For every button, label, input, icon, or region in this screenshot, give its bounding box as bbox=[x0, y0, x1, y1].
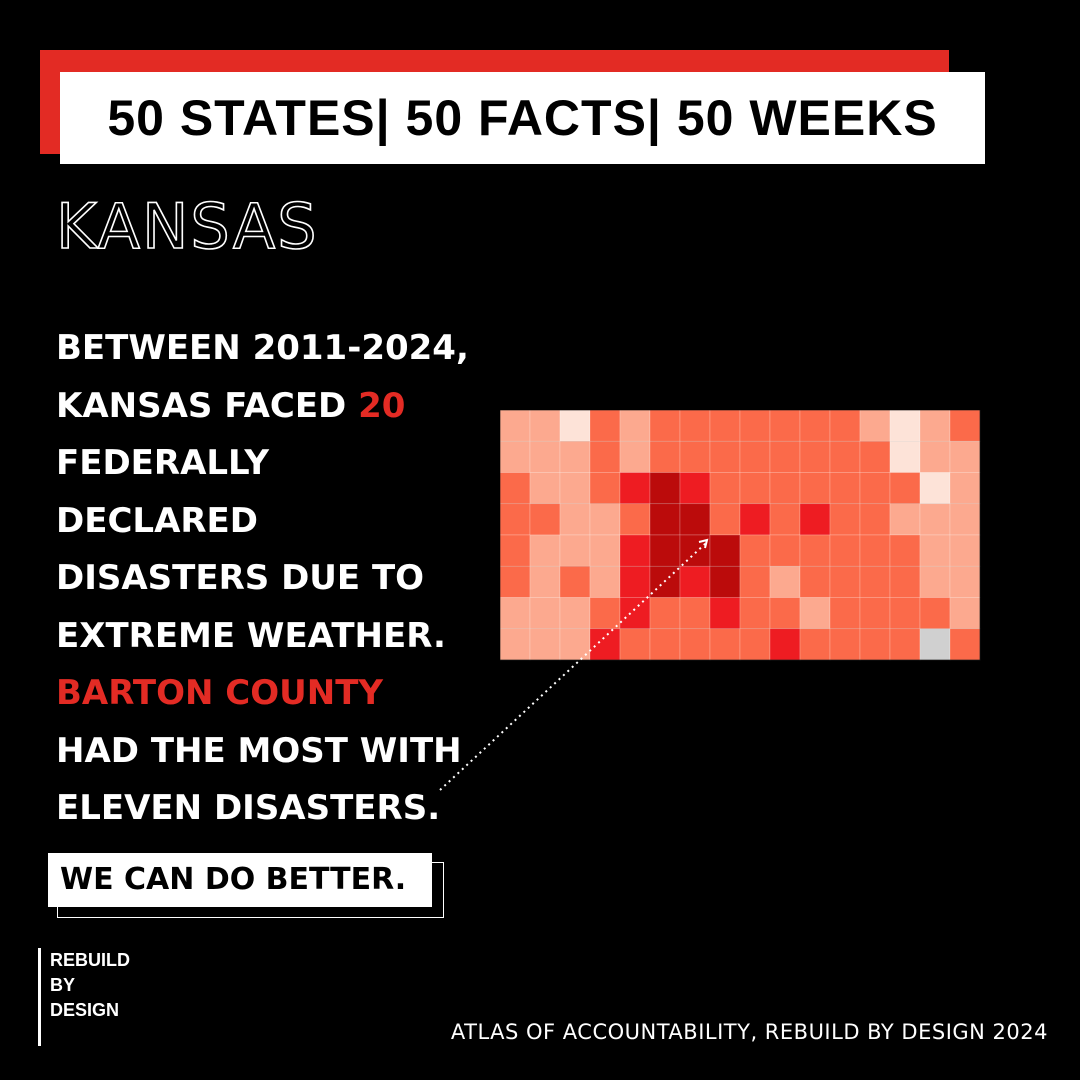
county-highlight: BARTON COUNTY bbox=[56, 673, 384, 713]
county-cell bbox=[859, 597, 891, 630]
fact-line: HAD THE MOST WITH bbox=[56, 730, 462, 771]
county-cell bbox=[649, 597, 681, 630]
county-cell bbox=[709, 410, 741, 442]
fact-line: ELEVEN DISASTERS. bbox=[56, 788, 441, 828]
county-cell bbox=[529, 534, 561, 567]
county-cell bbox=[949, 410, 981, 442]
county-cell bbox=[799, 472, 831, 505]
county-cell bbox=[649, 628, 681, 661]
county-cell bbox=[949, 472, 981, 505]
county-grid bbox=[500, 410, 981, 661]
county-cell bbox=[589, 628, 621, 661]
county-cell bbox=[949, 565, 981, 598]
county-cell bbox=[529, 628, 561, 661]
county-cell bbox=[889, 628, 921, 661]
county-cell bbox=[649, 410, 681, 442]
footer-credit: ATLAS OF ACCOUNTABILITY, REBUILD BY DESI… bbox=[450, 1020, 1048, 1044]
county-cell bbox=[559, 534, 591, 567]
state-name: KANSAS bbox=[55, 190, 319, 263]
header-title: 50 STATES| 50 FACTS| 50 WEEKS bbox=[107, 90, 938, 146]
county-cell bbox=[889, 565, 921, 598]
fact-line-prefix: KANSAS FACED bbox=[56, 385, 359, 426]
county-cell bbox=[769, 503, 801, 536]
county-cell bbox=[769, 410, 801, 442]
county-cell bbox=[589, 597, 621, 630]
county-cell bbox=[559, 565, 591, 598]
county-cell bbox=[739, 410, 771, 442]
county-cell bbox=[679, 410, 711, 442]
county-cell bbox=[739, 565, 771, 598]
disaster-count: 20 bbox=[358, 385, 406, 426]
county-cell bbox=[619, 503, 651, 536]
county-cell bbox=[500, 534, 531, 567]
county-cell bbox=[589, 534, 621, 567]
county-cell bbox=[799, 440, 831, 473]
county-cell bbox=[949, 597, 981, 630]
kansas-county-map bbox=[500, 410, 981, 661]
county-cell bbox=[709, 534, 741, 567]
county-cell bbox=[919, 472, 951, 505]
county-cell bbox=[889, 410, 921, 442]
county-cell bbox=[829, 628, 861, 661]
county-cell bbox=[709, 565, 741, 598]
map-outline bbox=[500, 410, 981, 661]
header-banner: 50 STATES| 50 FACTS| 50 WEEKS bbox=[60, 72, 985, 164]
county-cell bbox=[829, 503, 861, 536]
fact-text: BETWEEN 2011-2024, KANSAS FACED 20 FEDER… bbox=[56, 320, 496, 838]
county-cell bbox=[709, 440, 741, 473]
logo-line: REBUILD bbox=[50, 950, 130, 970]
county-cell bbox=[949, 503, 981, 536]
county-cell bbox=[709, 503, 741, 536]
county-cell bbox=[829, 565, 861, 598]
fact-line: DECLARED bbox=[56, 500, 259, 541]
county-cell bbox=[619, 440, 651, 473]
county-cell bbox=[799, 410, 831, 442]
county-cell bbox=[829, 410, 861, 442]
arrowhead-icon bbox=[698, 538, 709, 549]
cta-badge: WE CAN DO BETTER. bbox=[48, 853, 432, 907]
fact-line: DISASTERS DUE TO bbox=[56, 558, 425, 598]
county-cell bbox=[889, 503, 921, 536]
county-cell bbox=[500, 597, 531, 630]
county-cell bbox=[859, 472, 891, 505]
county-cell bbox=[919, 597, 951, 630]
county-cell bbox=[769, 565, 801, 598]
county-cell bbox=[799, 534, 831, 567]
logo-line: DESIGN bbox=[50, 1000, 120, 1020]
fact-line: EXTREME WEATHER. bbox=[56, 615, 446, 656]
county-cell bbox=[649, 440, 681, 473]
county-cell bbox=[889, 597, 921, 630]
county-cell bbox=[799, 503, 831, 536]
county-cell bbox=[500, 565, 531, 598]
fact-line: KANSAS FACED 20 bbox=[56, 378, 496, 436]
county-cell bbox=[799, 565, 831, 598]
county-cell bbox=[619, 534, 651, 567]
county-cell bbox=[769, 597, 801, 630]
county-cell bbox=[919, 440, 951, 473]
county-cell bbox=[679, 440, 711, 473]
county-cell bbox=[919, 534, 951, 567]
county-cell bbox=[919, 565, 951, 598]
county-cell bbox=[949, 440, 981, 473]
county-cell bbox=[679, 628, 711, 661]
county-cell bbox=[769, 628, 801, 661]
county-cell bbox=[529, 440, 561, 473]
county-cell bbox=[739, 597, 771, 630]
county-cell bbox=[679, 597, 711, 630]
county-cell bbox=[799, 597, 831, 630]
county-cell bbox=[829, 472, 861, 505]
fact-line: FEDERALLY bbox=[56, 443, 270, 483]
county-cell bbox=[529, 597, 561, 630]
county-cell bbox=[679, 565, 711, 598]
county-cell bbox=[709, 628, 741, 661]
county-cell bbox=[889, 534, 921, 567]
county-cell bbox=[709, 472, 741, 505]
county-cell bbox=[559, 440, 591, 473]
rebuild-by-design-logo: REBUILD BY DESIGN bbox=[50, 948, 130, 1023]
fact-line: BETWEEN 2011-2024, bbox=[56, 328, 469, 368]
county-cell bbox=[829, 597, 861, 630]
logo-line: BY bbox=[50, 975, 76, 995]
logo-bar bbox=[38, 948, 41, 1046]
